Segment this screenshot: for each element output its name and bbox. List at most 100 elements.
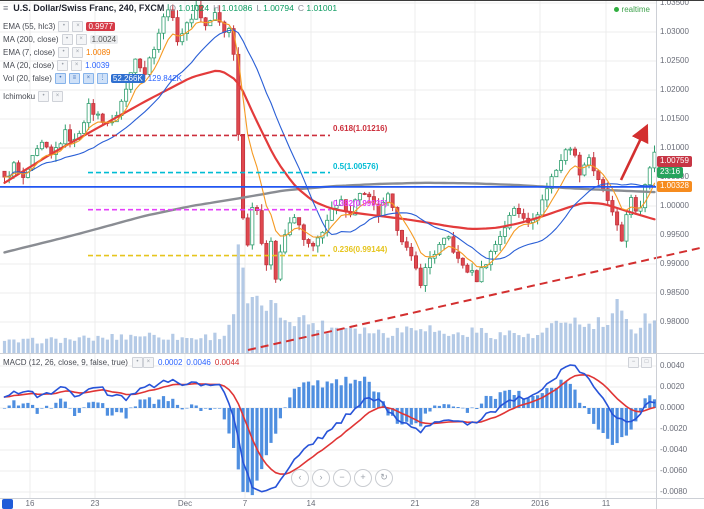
macd-header[interactable]: MACD (12, 26, close, 9, false, true) • × … — [3, 356, 239, 368]
time-axis-label: Dec — [177, 499, 193, 508]
indicator-label: MA (20, close) — [3, 61, 55, 70]
indicator-row-2[interactable]: EMA (7, close) • × 1.0089 — [3, 46, 182, 59]
indicator-label: EMA (7, close) — [3, 48, 56, 57]
macd-line-value: 0.0046 — [186, 357, 211, 367]
price-axis-label: 0.98000 — [660, 317, 689, 326]
logo-badge[interactable] — [2, 499, 13, 509]
zoom-out-button[interactable]: − — [333, 469, 351, 487]
indicator-value: 129.842K — [147, 74, 182, 83]
realtime-dot-icon — [613, 7, 619, 12]
macd-axis-label: 0.0000 — [660, 403, 685, 412]
macd-icons: • × — [131, 356, 154, 368]
close-icon[interactable]: × — [52, 91, 64, 102]
time-axis-label: 16 — [25, 499, 35, 508]
symbol-title[interactable]: U.S. Dollar/Swiss Franc, 240, FXCM — [13, 3, 165, 13]
price-axis-label: 0.99000 — [660, 259, 689, 268]
time-axis-label: 14 — [306, 499, 316, 508]
high-value: 1.01086 — [221, 3, 253, 13]
indicator-row-5[interactable]: Ichimoku • × — [3, 90, 182, 103]
fib-level-label[interactable]: 0.236(0.99144) — [333, 245, 388, 254]
indicator-row-1[interactable]: MA (200, close) • × 1.0024 — [3, 33, 182, 46]
reset-view-button[interactable]: ↻ — [375, 469, 393, 487]
indicator-value: 0.9977 — [86, 22, 115, 31]
low-label: L — [256, 3, 261, 13]
close-icon[interactable]: × — [142, 357, 154, 368]
close-icon[interactable]: × — [75, 34, 87, 45]
volume-series — [2, 244, 656, 353]
menu-icon[interactable]: ≡ — [68, 73, 80, 84]
price-axis[interactable]: 1.03500 1.03000 1.02500 1.02000 1.01500 1.010… — [656, 1, 704, 498]
last-price-badge: 1.00759 — [657, 156, 692, 167]
eye-icon[interactable]: • — [58, 21, 70, 32]
high-label: H — [213, 3, 220, 13]
time-axis-label: 2016 — [531, 499, 549, 508]
scroll-right-button[interactable]: › — [312, 469, 330, 487]
menu-icon[interactable]: ≡ — [3, 3, 9, 13]
price-axis-label: 1.02500 — [660, 56, 689, 65]
price-axis-label: 1.03500 — [660, 0, 689, 7]
close-icon[interactable]: × — [72, 21, 84, 32]
alert-price-badge: 1.00328 — [657, 181, 692, 192]
eye-icon[interactable]: • — [57, 60, 69, 71]
close-icon[interactable]: × — [71, 60, 83, 71]
indicator-list: EMA (55, hlc3) • × 0.9977 MA (200, close) • × 1… — [3, 20, 182, 103]
nav-toolbar: ‹ › − + ↻ — [291, 469, 393, 487]
ohlc-readout: O 1.01024 H 1.01086 L 1.00794 C 1.01001 — [169, 3, 337, 13]
price-axis-separator — [656, 1, 657, 509]
price-axis-label: 1.02000 — [660, 85, 689, 94]
time-axis-label: 21 — [410, 499, 420, 508]
price-axis-label: 1.01500 — [660, 114, 689, 123]
realtime-indicator: realtime — [613, 5, 650, 14]
price-axis-label: 0.99500 — [660, 230, 689, 239]
indicator-row-3[interactable]: MA (20, close) • × 1.0039 — [3, 59, 182, 72]
price-axis-label: 0.98500 — [660, 288, 689, 297]
macd-panel-icons: − □ — [628, 357, 652, 368]
time-axis-label: 11 — [601, 499, 611, 508]
indicator-value: 1.0039 — [85, 61, 110, 70]
maximize-icon[interactable]: □ — [641, 357, 652, 368]
fib-level-label[interactable]: 0.382(0.99935) — [333, 199, 388, 208]
countdown-badge: 23:16 — [657, 167, 684, 178]
macd-axis-label: -0.0080 — [660, 487, 688, 496]
eye-icon[interactable]: • — [61, 34, 73, 45]
indicator-value: 1.0089 — [86, 48, 111, 57]
time-axis-label: 23 — [90, 499, 100, 508]
eye-icon[interactable]: • — [54, 73, 66, 84]
chart-header: ≡ U.S. Dollar/Swiss Franc, 240, FXCM O 1… — [3, 3, 337, 13]
macd-series — [2, 364, 656, 496]
macd-axis-label: -0.0020 — [660, 424, 688, 433]
indicator-value: 52.266K — [110, 74, 145, 83]
close-label: C — [297, 3, 304, 13]
time-axis[interactable]: 16 23 Dec 7 14 21 28 2016 11 — [0, 498, 656, 509]
eye-icon[interactable]: • — [58, 47, 70, 58]
realtime-label: realtime — [621, 5, 650, 14]
time-axis-label: 28 — [470, 499, 480, 508]
eye-icon[interactable]: • — [131, 357, 143, 368]
collapse-icon[interactable]: − — [628, 357, 639, 368]
indicator-row-4[interactable]: Vol (20, false) • ≡ × ⋮ 52.266K 129.842K — [3, 72, 182, 85]
indicator-row-0[interactable]: EMA (55, hlc3) • × 0.9977 — [3, 20, 182, 33]
fib-level-label[interactable]: 0.5(1.00576) — [333, 162, 379, 171]
close-icon[interactable]: × — [72, 47, 84, 58]
macd-axis-label: 0.0020 — [660, 382, 685, 391]
zoom-in-button[interactable]: + — [354, 469, 372, 487]
fib-level-label[interactable]: 0.618(1.01216) — [333, 124, 388, 133]
pane-separator[interactable] — [0, 353, 704, 354]
time-axis-label: 7 — [242, 499, 248, 508]
close-value: 1.01001 — [306, 3, 338, 13]
macd-axis-label: 0.0040 — [660, 361, 685, 370]
close-icon[interactable]: × — [82, 73, 94, 84]
eye-icon[interactable]: • — [38, 91, 50, 102]
dots-icon[interactable]: ⋮ — [96, 73, 108, 84]
low-value: 1.00794 — [263, 3, 294, 13]
scroll-left-button[interactable]: ‹ — [291, 469, 309, 487]
macd-signal-value: 0.0044 — [214, 357, 240, 367]
indicator-label: MA (200, close) — [3, 35, 59, 44]
time-axis-separator — [0, 498, 704, 499]
open-label: O — [169, 3, 176, 13]
indicator-label: EMA (55, hlc3) — [3, 22, 56, 31]
open-value: 1.01024 — [178, 3, 210, 13]
indicator-label: Ichimoku — [3, 92, 36, 101]
